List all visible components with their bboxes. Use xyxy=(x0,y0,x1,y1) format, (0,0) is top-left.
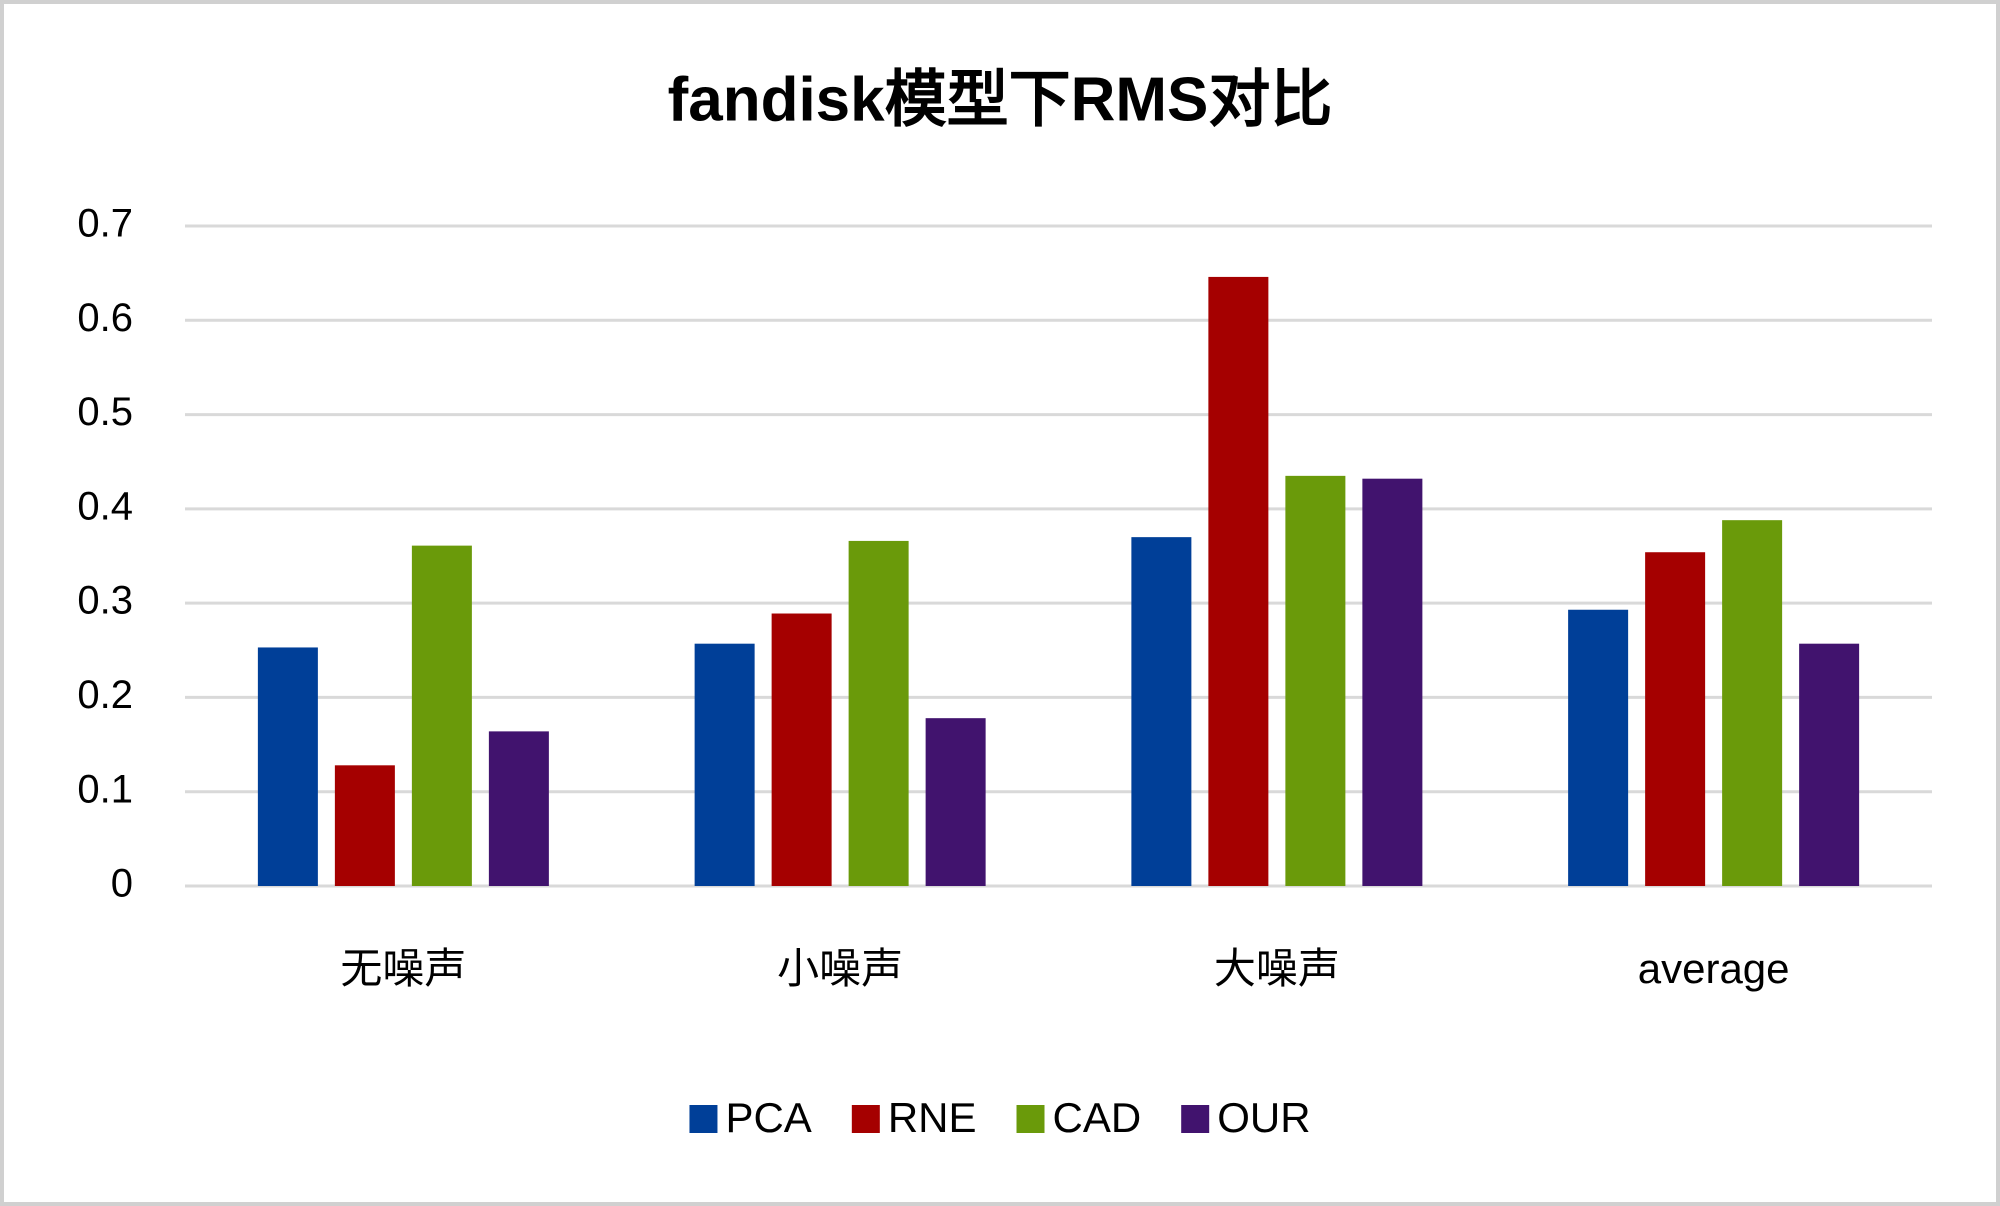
chart-title: fandisk模型下RMS对比 xyxy=(668,65,1333,134)
bar xyxy=(1645,552,1706,886)
bar xyxy=(1799,643,1860,886)
legend-swatch xyxy=(1016,1105,1045,1133)
y-tick-label: 0.7 xyxy=(77,202,133,246)
legend-label: CAD xyxy=(1053,1094,1142,1141)
bar xyxy=(257,647,318,886)
x-tick-label: 大噪声 xyxy=(1214,945,1340,992)
legend-label: PCA xyxy=(725,1094,811,1141)
y-tick-label: 0.4 xyxy=(77,484,133,528)
bar xyxy=(771,613,832,886)
x-tick-label: 小噪声 xyxy=(777,945,903,992)
legend-label: OUR xyxy=(1217,1094,1310,1141)
bar xyxy=(1568,609,1629,886)
legend-swatch xyxy=(689,1105,718,1133)
x-tick-label: 无噪声 xyxy=(340,945,466,992)
bar xyxy=(488,731,549,886)
bar xyxy=(1208,276,1269,886)
bar xyxy=(1722,520,1783,886)
y-tick-label: 0.3 xyxy=(77,579,133,623)
legend-swatch xyxy=(1181,1105,1210,1133)
legend-swatch xyxy=(851,1105,880,1133)
y-tick-label: 0.6 xyxy=(77,296,133,340)
bar xyxy=(411,545,472,886)
y-tick-label: 0.2 xyxy=(77,673,133,717)
bar xyxy=(694,643,755,886)
bar xyxy=(1362,478,1423,886)
x-tick-label: average xyxy=(1638,945,1790,992)
bar xyxy=(848,540,909,886)
y-tick-label: 0.1 xyxy=(77,767,133,811)
bar xyxy=(925,718,986,886)
legend-label: RNE xyxy=(888,1094,977,1141)
bar xyxy=(1131,537,1192,886)
y-tick-label: 0 xyxy=(111,862,133,906)
y-tick-label: 0.5 xyxy=(77,390,133,434)
bar xyxy=(1285,475,1346,886)
bar xyxy=(334,765,395,886)
